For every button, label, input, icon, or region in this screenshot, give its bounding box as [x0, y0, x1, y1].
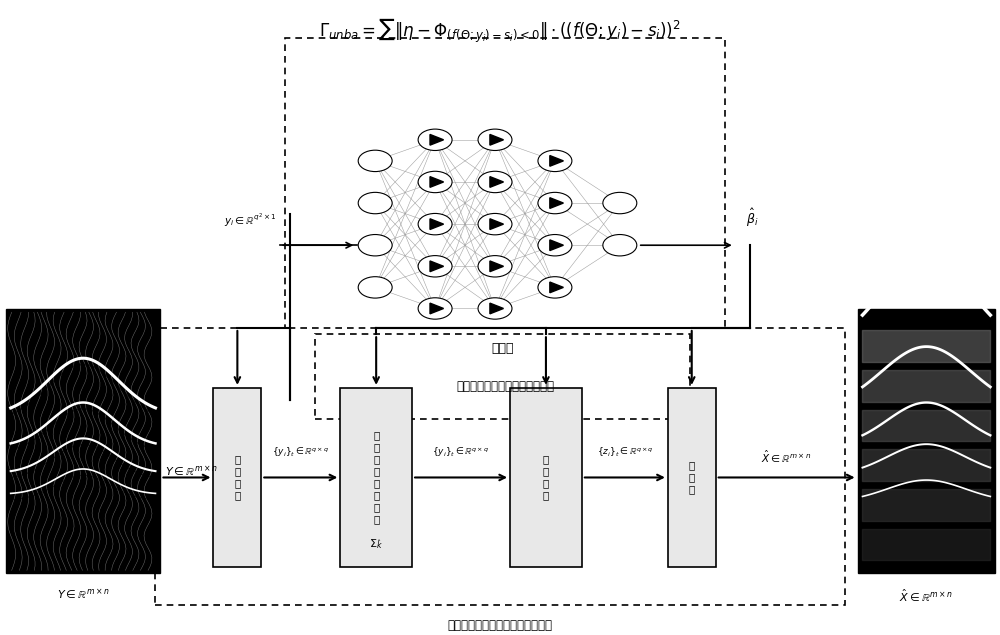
- Circle shape: [478, 129, 512, 150]
- Text: ⋯: ⋯: [489, 219, 501, 229]
- Circle shape: [603, 234, 637, 256]
- FancyBboxPatch shape: [155, 328, 845, 605]
- Circle shape: [418, 213, 452, 235]
- Text: $Y \in \mathbb{R}^{m\times n}$: $Y \in \mathbb{R}^{m\times n}$: [57, 587, 109, 601]
- Text: ⋯: ⋯: [549, 198, 560, 208]
- Circle shape: [358, 192, 392, 214]
- Polygon shape: [490, 219, 503, 229]
- Circle shape: [603, 192, 637, 214]
- Polygon shape: [430, 177, 444, 187]
- FancyBboxPatch shape: [6, 309, 160, 573]
- Text: 维
纳
滤
波: 维 纳 滤 波: [543, 455, 549, 500]
- Polygon shape: [430, 219, 444, 229]
- FancyBboxPatch shape: [858, 309, 995, 573]
- Polygon shape: [550, 282, 563, 293]
- Polygon shape: [550, 240, 563, 251]
- Circle shape: [478, 171, 512, 192]
- Text: 块去噪: 块去噪: [491, 342, 514, 355]
- Circle shape: [418, 256, 452, 277]
- Circle shape: [418, 171, 452, 192]
- Polygon shape: [490, 177, 503, 187]
- Circle shape: [418, 298, 452, 319]
- Text: 匹
配
混
合
高
斯
模
型: 匹 配 混 合 高 斯 模 型: [373, 431, 379, 525]
- FancyBboxPatch shape: [315, 334, 690, 419]
- Circle shape: [418, 129, 452, 150]
- Text: $Y \in \mathbb{R}^{m\times n}$: $Y \in \mathbb{R}^{m\times n}$: [165, 464, 218, 478]
- Text: $\Sigma_{\hat{k}}$: $\Sigma_{\hat{k}}$: [369, 538, 383, 551]
- FancyBboxPatch shape: [213, 388, 261, 567]
- Text: $y_i \in \mathbb{R}^{q^2\times 1}$: $y_i \in \mathbb{R}^{q^2\times 1}$: [224, 212, 277, 229]
- Polygon shape: [490, 135, 503, 145]
- Text: $\{y_i\}_t\in\mathbb{R}^{q\times q}$: $\{y_i\}_t\in\mathbb{R}^{q\times q}$: [432, 445, 490, 458]
- Circle shape: [538, 234, 572, 256]
- Polygon shape: [550, 156, 563, 166]
- Polygon shape: [550, 197, 563, 208]
- Text: ⋯: ⋯: [430, 219, 441, 229]
- Circle shape: [358, 150, 392, 171]
- Circle shape: [358, 234, 392, 256]
- FancyBboxPatch shape: [668, 388, 716, 567]
- Text: $\hat{\beta}_i$: $\hat{\beta}_i$: [746, 208, 759, 229]
- Text: $\hat{X} \in \mathbb{R}^{m\times n}$: $\hat{X} \in \mathbb{R}^{m\times n}$: [899, 587, 953, 604]
- Polygon shape: [430, 303, 444, 314]
- Circle shape: [538, 192, 572, 214]
- Circle shape: [538, 277, 572, 298]
- FancyBboxPatch shape: [340, 388, 412, 567]
- Circle shape: [478, 298, 512, 319]
- Text: 端对端期望块对数似然去噪主网络: 端对端期望块对数似然去噪主网络: [448, 618, 552, 632]
- Text: $\hat{X} \in \mathbb{R}^{m\times n}$: $\hat{X} \in \mathbb{R}^{m\times n}$: [761, 448, 812, 465]
- Text: 非均衡多层感知机参数估计网络: 非均衡多层感知机参数估计网络: [456, 380, 554, 393]
- Circle shape: [358, 277, 392, 298]
- FancyBboxPatch shape: [285, 39, 725, 401]
- Circle shape: [478, 213, 512, 235]
- Circle shape: [478, 256, 512, 277]
- Polygon shape: [490, 303, 503, 314]
- Circle shape: [538, 150, 572, 171]
- Polygon shape: [430, 261, 444, 272]
- FancyBboxPatch shape: [510, 388, 582, 567]
- Text: $\Gamma_{unba}=\sum\|\eta-\Phi_{(f(\Theta;y_i)-s_i)<0}\|\cdot((f(\Theta;y_i)-s_i: $\Gamma_{unba}=\sum\|\eta-\Phi_{(f(\Thet…: [319, 17, 681, 44]
- Polygon shape: [430, 135, 444, 145]
- Polygon shape: [490, 261, 503, 272]
- Text: 重
叠
分
块: 重 叠 分 块: [234, 455, 240, 500]
- Text: 块
重
构: 块 重 构: [689, 460, 695, 495]
- Text: $\{z_i\}_t\in\mathbb{R}^{q\times q}$: $\{z_i\}_t\in\mathbb{R}^{q\times q}$: [597, 445, 653, 458]
- Text: $\{y_i\}_t\in\mathbb{R}^{q\times q}$: $\{y_i\}_t\in\mathbb{R}^{q\times q}$: [272, 445, 329, 458]
